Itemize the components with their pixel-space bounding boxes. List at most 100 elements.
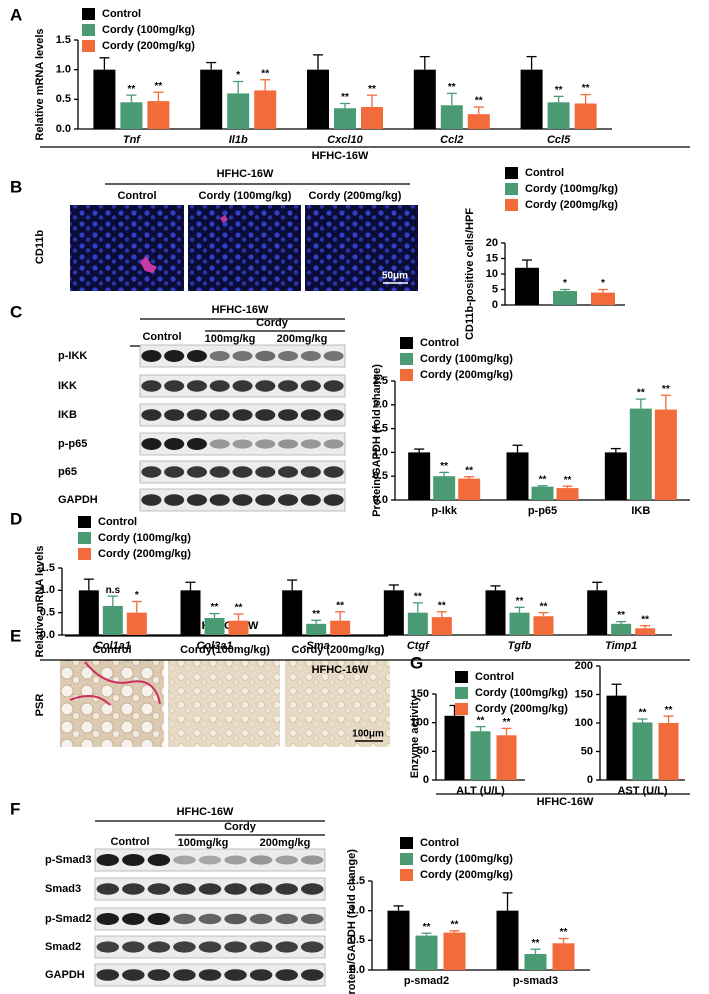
legend-label: Cordy (200mg/kg) [475, 703, 568, 715]
bar [658, 723, 679, 780]
micrograph [70, 205, 184, 291]
column-label: Control [117, 190, 156, 202]
y-tick-label: 150 [411, 688, 429, 700]
blot-band [278, 494, 299, 506]
blot-band [232, 380, 253, 392]
blot-band [275, 855, 298, 865]
blot-row-label: Smad3 [45, 883, 81, 895]
significance: ** [555, 85, 563, 96]
y-axis-label: Relative mRNA levels [34, 545, 46, 657]
blot-band [300, 941, 324, 953]
blot-band [209, 494, 230, 506]
bar [78, 590, 99, 635]
panel-letter: C [10, 302, 22, 321]
bar [307, 69, 329, 129]
bar [361, 107, 383, 129]
blot-band [147, 883, 171, 895]
blot-band [275, 969, 298, 981]
bar [228, 620, 249, 635]
blot-band [300, 913, 324, 925]
x-tick-label: Col3a1 [196, 640, 232, 652]
significance: ** [451, 919, 459, 930]
bar [552, 943, 575, 970]
dose-label: 100mg/kg [178, 837, 229, 849]
blot-band [323, 380, 344, 392]
y-tick-label: 100 [575, 717, 593, 729]
blot-band [300, 969, 324, 981]
blot-row-label: p-Smad2 [45, 913, 91, 925]
column-label: Control [92, 644, 131, 656]
x-tick-label: Ctgf [407, 640, 430, 652]
blot-band [141, 409, 162, 421]
dose-label: 200mg/kg [260, 837, 311, 849]
significance: ** [540, 601, 548, 612]
blot-band [275, 883, 298, 895]
y-tick-label: 1.0 [40, 584, 55, 596]
bar [387, 910, 410, 970]
blot-band [198, 855, 222, 865]
blot-band [323, 409, 344, 421]
blot-band [186, 409, 207, 421]
blot-band [232, 439, 253, 449]
significance: ** [211, 602, 219, 613]
micrograph [285, 660, 390, 747]
y-tick-label: 15 [486, 252, 498, 264]
blot-row-label: p-Smad3 [45, 854, 91, 866]
blot-row-label: GAPDH [45, 969, 85, 981]
significance: ** [438, 600, 446, 611]
panel-letter: A [10, 5, 22, 24]
y-tick-label: 10 [486, 268, 498, 280]
x-tick-label: Cxcl10 [327, 134, 363, 146]
significance: ** [641, 614, 649, 625]
y-tick-label: 0.0 [373, 494, 388, 506]
blot-band [173, 913, 196, 925]
bar [591, 292, 615, 305]
header: HFHC-16W [212, 304, 269, 316]
y-tick-label: 0.0 [350, 964, 365, 976]
significance: ** [564, 475, 572, 486]
significance: ** [532, 938, 540, 949]
significance: ** [560, 927, 568, 938]
significance: * [135, 590, 139, 601]
bar [496, 735, 517, 780]
bar [496, 910, 519, 970]
significance: ** [516, 596, 524, 607]
legend-label: Cordy (200mg/kg) [102, 40, 195, 52]
blot-band [122, 854, 145, 866]
bar [515, 267, 539, 305]
significance: ** [414, 591, 422, 602]
x-axis-label: HFHC-16W [537, 796, 594, 808]
bar [629, 408, 652, 500]
panel-letter: E [10, 626, 21, 645]
bar [509, 612, 530, 635]
blot-band [173, 941, 196, 953]
blot-band [198, 913, 222, 925]
legend-swatch [400, 837, 413, 849]
bar [533, 616, 554, 635]
significance: ** [637, 388, 645, 399]
y-tick-label: 0 [492, 299, 498, 311]
blot-band [164, 409, 185, 421]
blot-row-label: IKB [58, 409, 77, 421]
row-label: CD11b [34, 230, 46, 265]
x-axis-label: HFHC-16W [312, 150, 369, 162]
blot-band [147, 913, 171, 925]
legend-label: Cordy (100mg/kg) [102, 24, 195, 36]
legend-label: Cordy (100mg/kg) [475, 687, 568, 699]
blot-band [96, 913, 120, 925]
bar [180, 590, 201, 635]
stain [220, 215, 228, 223]
legend-label: Cordy (100mg/kg) [525, 183, 618, 195]
bar [553, 291, 577, 305]
column-label: Cordy (200mg/kg) [309, 190, 402, 202]
blot-band [275, 941, 298, 953]
bar [458, 478, 481, 500]
blot-row-label: p-p65 [58, 438, 87, 450]
y-tick-label: 150 [575, 688, 593, 700]
blot-band [209, 409, 230, 421]
bar [440, 105, 463, 129]
y-tick-label: 1.0 [350, 905, 365, 917]
y-tick-label: 2.5 [373, 375, 388, 387]
blot-band [249, 913, 273, 925]
bar [431, 617, 452, 635]
